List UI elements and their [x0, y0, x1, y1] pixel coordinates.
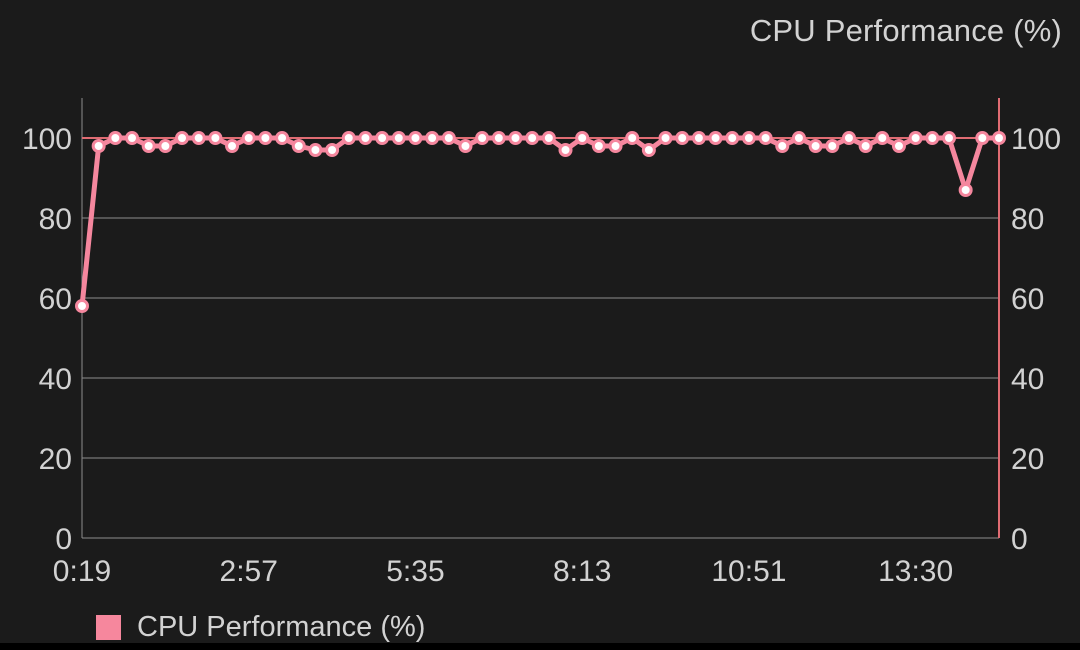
x-tick-label: 10:51	[711, 555, 786, 588]
data-point	[941, 131, 956, 145]
y-tick-label-left: 60	[39, 283, 72, 316]
data-point	[875, 131, 890, 145]
data-point	[458, 139, 473, 153]
data-point	[891, 139, 906, 153]
y-tick-label-left: 100	[22, 123, 72, 156]
x-tick-label: 8:13	[553, 555, 611, 588]
data-point	[758, 131, 773, 145]
legend-swatch	[96, 615, 121, 640]
data-point	[641, 143, 656, 157]
data-point	[841, 131, 856, 145]
data-point	[675, 131, 690, 145]
y-tick-label-right: 100	[1011, 123, 1061, 156]
y-tick-label-right: 0	[1011, 523, 1028, 556]
data-point	[575, 131, 590, 145]
data-point	[508, 131, 523, 145]
data-point	[175, 131, 190, 145]
data-point	[925, 131, 940, 145]
data-point	[608, 139, 623, 153]
data-point	[191, 131, 206, 145]
x-tick-label: 5:35	[386, 555, 444, 588]
data-point	[958, 183, 973, 197]
y-tick-label-right: 80	[1011, 203, 1044, 236]
legend-label: CPU Performance (%)	[137, 611, 426, 643]
x-tick-label: 2:57	[220, 555, 278, 588]
data-point	[791, 131, 806, 145]
data-point	[725, 131, 740, 145]
data-point	[558, 143, 573, 157]
data-point	[625, 131, 640, 145]
data-point	[858, 139, 873, 153]
data-point	[158, 139, 173, 153]
y-tick-label-left: 0	[55, 523, 72, 556]
data-point	[108, 131, 123, 145]
data-point	[208, 131, 223, 145]
data-point	[291, 139, 306, 153]
data-point	[425, 131, 440, 145]
data-point	[591, 139, 606, 153]
data-point	[992, 131, 1006, 145]
data-point	[708, 131, 723, 145]
y-tick-label-left: 40	[39, 363, 72, 396]
chart-title: CPU Performance (%)	[749, 13, 1062, 48]
data-point	[475, 131, 490, 145]
data-point	[225, 139, 240, 153]
data-point	[325, 143, 340, 157]
data-point	[258, 131, 273, 145]
y-tick-label-right: 60	[1011, 283, 1044, 316]
data-point	[358, 131, 373, 145]
x-tick-label: 0:19	[53, 555, 111, 588]
data-point	[441, 131, 456, 145]
data-point	[391, 131, 406, 145]
series-line	[79, 135, 1002, 309]
data-point	[308, 143, 323, 157]
data-point	[908, 131, 923, 145]
data-point	[658, 131, 673, 145]
data-point	[808, 139, 823, 153]
data-point	[825, 139, 840, 153]
data-point	[125, 131, 140, 145]
y-tick-label-right: 40	[1011, 363, 1044, 396]
data-point	[75, 299, 89, 313]
data-point	[541, 131, 556, 145]
y-tick-label-left: 80	[39, 203, 72, 236]
data-point	[491, 131, 506, 145]
data-point	[691, 131, 706, 145]
data-point	[275, 131, 290, 145]
data-point	[91, 139, 106, 153]
data-point	[525, 131, 540, 145]
y-tick-label-left: 20	[39, 443, 72, 476]
y-tick-label-right: 20	[1011, 443, 1044, 476]
data-point	[241, 131, 256, 145]
data-point	[775, 139, 790, 153]
data-point	[341, 131, 356, 145]
bottom-bar	[0, 643, 1080, 650]
data-point	[375, 131, 390, 145]
data-point	[741, 131, 756, 145]
data-point	[975, 131, 990, 145]
legend: CPU Performance (%)	[96, 611, 425, 644]
x-tick-label: 13:30	[878, 555, 953, 588]
data-point	[408, 131, 423, 145]
data-point	[141, 139, 156, 153]
